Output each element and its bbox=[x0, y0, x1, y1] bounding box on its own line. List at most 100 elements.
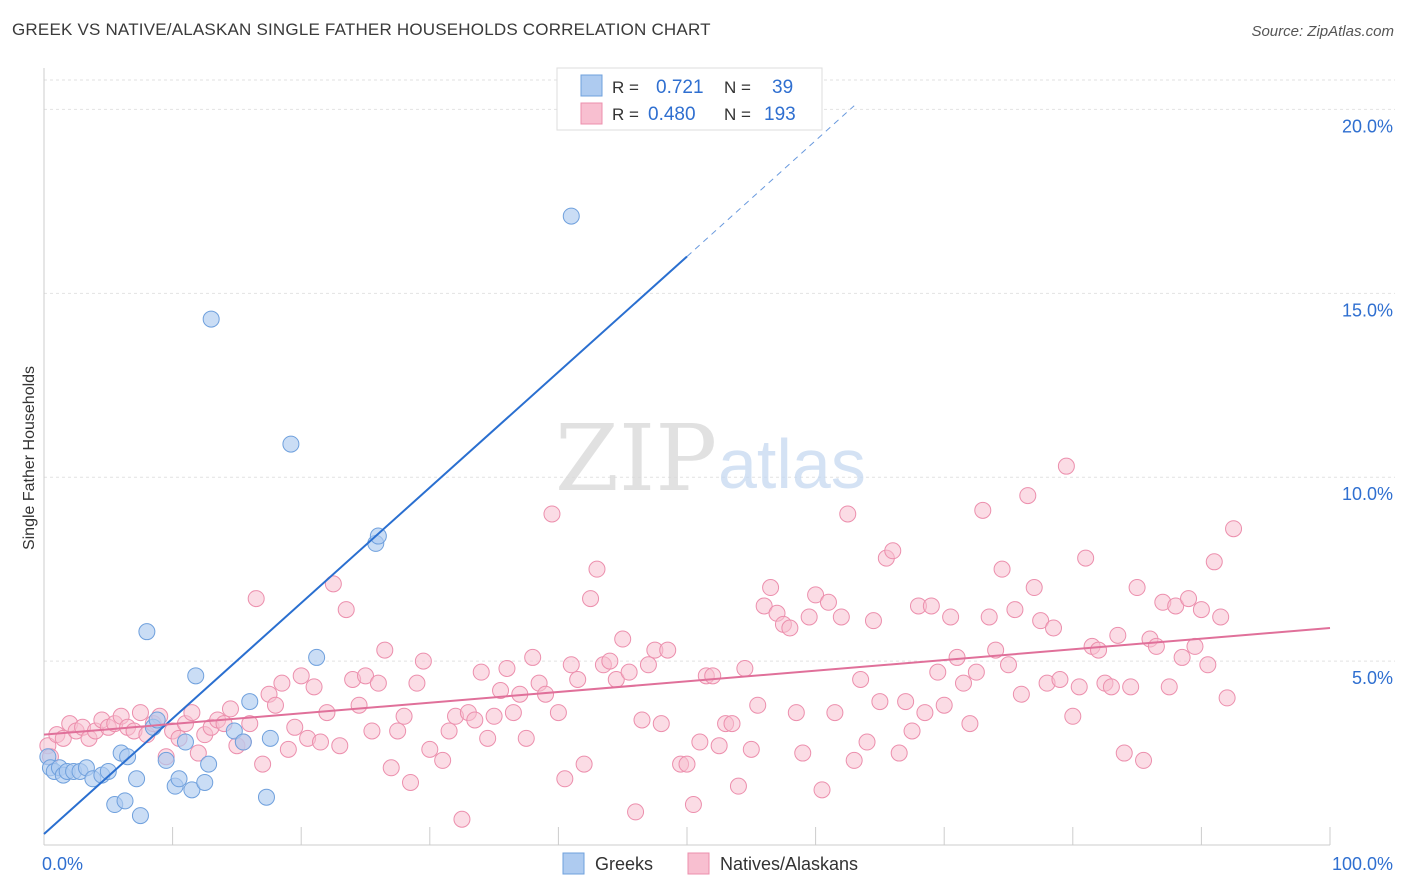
natives-point bbox=[421, 740, 439, 758]
natives-point bbox=[247, 590, 265, 608]
natives-point bbox=[1212, 608, 1230, 626]
greeks-point bbox=[241, 693, 259, 711]
natives-point bbox=[350, 696, 368, 714]
y-axis-label: Single Father Households bbox=[21, 366, 38, 550]
bottom-legend-natives-swatch bbox=[687, 852, 710, 875]
natives-point bbox=[832, 608, 850, 626]
natives-point bbox=[1160, 678, 1178, 696]
natives-point bbox=[382, 759, 400, 777]
natives-point bbox=[311, 733, 329, 751]
natives-point bbox=[961, 715, 979, 733]
natives-point bbox=[1115, 744, 1133, 762]
natives-point bbox=[813, 781, 831, 799]
natives-point bbox=[729, 777, 747, 795]
x-tick-label-min: 0.0% bbox=[42, 854, 83, 874]
bottom-legend-greeks-label: Greeks bbox=[595, 854, 653, 874]
natives-point bbox=[755, 597, 773, 615]
natives-point bbox=[1006, 601, 1024, 619]
natives-point bbox=[723, 715, 741, 733]
natives-point bbox=[1025, 579, 1043, 597]
y-tick-label-0: 5.0% bbox=[1352, 668, 1393, 688]
greeks-point bbox=[234, 733, 252, 751]
natives-point bbox=[659, 641, 677, 659]
greeks-point bbox=[369, 527, 387, 545]
natives-point bbox=[736, 659, 754, 677]
natives-point bbox=[1186, 637, 1204, 655]
greeks-point bbox=[183, 781, 201, 799]
natives-point bbox=[479, 729, 497, 747]
natives-point bbox=[498, 659, 516, 677]
natives-point bbox=[807, 586, 825, 604]
natives-point bbox=[954, 674, 972, 692]
legend-greeks-swatch bbox=[580, 74, 603, 97]
natives-point bbox=[1070, 678, 1088, 696]
natives-point bbox=[749, 696, 767, 714]
natives-point bbox=[440, 722, 458, 740]
greeks-point bbox=[562, 207, 580, 225]
greeks-point bbox=[200, 755, 218, 773]
natives-point bbox=[1000, 656, 1017, 674]
legend-natives-r: 0.480 bbox=[648, 104, 696, 125]
natives-point bbox=[1199, 656, 1217, 674]
natives-point bbox=[1077, 549, 1095, 567]
natives-point bbox=[627, 803, 645, 821]
legend-natives-swatch bbox=[580, 102, 603, 125]
y-tick-label-1: 10.0% bbox=[1342, 484, 1393, 504]
legend-greeks-n: 39 bbox=[772, 77, 793, 98]
natives-point bbox=[871, 693, 889, 711]
greeks-point bbox=[119, 748, 137, 766]
natives-point bbox=[492, 682, 510, 700]
natives-point bbox=[517, 729, 535, 747]
natives-point bbox=[189, 744, 207, 762]
y-tick-label-2: 15.0% bbox=[1342, 300, 1393, 320]
natives-point bbox=[787, 704, 805, 722]
natives-point bbox=[980, 608, 998, 626]
greeks-point bbox=[131, 807, 149, 825]
natives-point bbox=[1192, 601, 1210, 619]
natives-point bbox=[376, 641, 394, 659]
natives-point bbox=[967, 663, 985, 681]
x-tick-label-max: 100.0% bbox=[1332, 854, 1393, 874]
top-legend: R = 0.721 N = 39 R = 0.480 N = 193 bbox=[556, 67, 823, 131]
natives-point bbox=[935, 696, 953, 714]
natives-point bbox=[819, 593, 837, 611]
natives-point bbox=[993, 560, 1011, 578]
natives-point bbox=[549, 704, 567, 722]
natives-point bbox=[826, 704, 844, 722]
greeks-point bbox=[99, 762, 117, 780]
greeks-point bbox=[257, 788, 275, 806]
natives-point bbox=[472, 663, 490, 681]
natives-point bbox=[852, 670, 870, 688]
natives-point bbox=[414, 652, 432, 670]
natives-point bbox=[395, 707, 413, 725]
natives-point bbox=[183, 704, 201, 722]
natives-point bbox=[684, 796, 702, 814]
watermark-zip: ZIP bbox=[555, 405, 717, 512]
natives-point bbox=[1135, 751, 1153, 769]
legend-n-label: N = bbox=[724, 78, 751, 97]
natives-point bbox=[864, 612, 882, 630]
natives-point bbox=[1057, 457, 1075, 475]
greeks-point bbox=[196, 773, 214, 791]
natives-point bbox=[710, 737, 728, 755]
natives-point bbox=[324, 575, 342, 593]
natives-point bbox=[922, 597, 940, 615]
natives-point bbox=[839, 505, 857, 523]
greeks-trend-extension bbox=[686, 105, 855, 257]
natives-point bbox=[1032, 612, 1050, 630]
natives-point bbox=[575, 755, 593, 773]
natives-point bbox=[1180, 590, 1198, 608]
natives-point bbox=[254, 755, 272, 773]
natives-point bbox=[890, 744, 908, 762]
natives-point bbox=[485, 707, 503, 725]
greeks-point bbox=[176, 733, 194, 751]
natives-point bbox=[1102, 678, 1120, 696]
natives-point bbox=[266, 696, 284, 714]
natives-point bbox=[691, 733, 709, 751]
natives-point bbox=[363, 722, 381, 740]
natives-point bbox=[569, 670, 587, 688]
bottom-legend-greeks-swatch bbox=[562, 852, 585, 875]
natives-point bbox=[884, 542, 902, 560]
natives-point bbox=[800, 608, 818, 626]
